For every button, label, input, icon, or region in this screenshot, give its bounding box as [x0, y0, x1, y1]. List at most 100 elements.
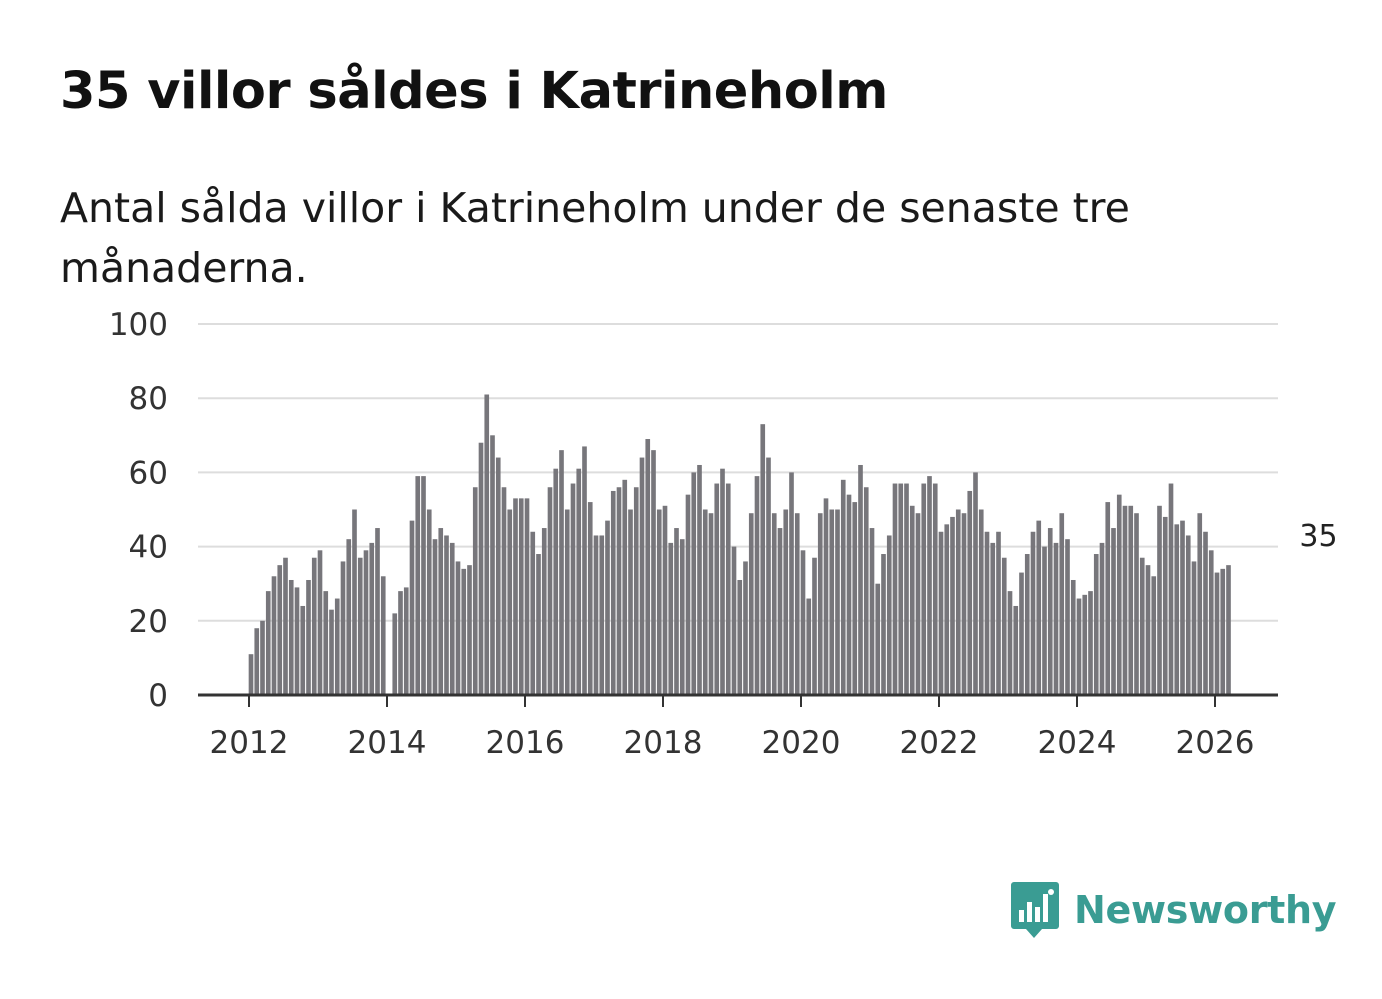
bar [277, 565, 283, 695]
bar [881, 554, 886, 695]
bar [1088, 591, 1093, 695]
bar [852, 502, 858, 695]
bar [530, 531, 536, 695]
bar [622, 479, 628, 695]
bar [863, 487, 869, 695]
bar [449, 542, 455, 695]
x-tick-label: 2024 [1038, 725, 1117, 761]
bar [524, 498, 530, 695]
bar [1122, 505, 1128, 695]
bar [484, 394, 490, 695]
bar [898, 483, 904, 695]
bar [317, 550, 323, 695]
bar [823, 498, 829, 695]
bar [1203, 531, 1208, 695]
bar [495, 457, 501, 695]
bar [996, 531, 1001, 695]
bar [702, 509, 708, 695]
bar [461, 568, 467, 695]
bar [1214, 572, 1220, 695]
newsworthy-logo-icon [1011, 882, 1059, 938]
bar [892, 483, 898, 695]
bar [300, 605, 306, 695]
bar [628, 509, 633, 695]
bar [817, 513, 823, 695]
bar [323, 591, 329, 695]
bar [858, 464, 863, 695]
bar [478, 442, 484, 695]
bar [656, 509, 662, 695]
bar [944, 524, 950, 695]
bar [1013, 605, 1019, 695]
bar [955, 509, 961, 695]
bar [288, 579, 294, 695]
bar [380, 576, 386, 695]
bar [1226, 565, 1231, 695]
bar [1099, 542, 1105, 695]
bars [248, 394, 1231, 695]
bar [444, 535, 449, 695]
bar [1019, 572, 1024, 695]
bar [725, 483, 731, 695]
bar [283, 557, 288, 695]
x-tick-label: 2018 [624, 725, 703, 761]
bar [1197, 513, 1203, 695]
bar [662, 505, 668, 695]
x-tick-label: 2014 [348, 725, 427, 761]
bar [260, 620, 265, 695]
bar [294, 587, 300, 695]
bar [829, 509, 835, 695]
bar [1157, 505, 1162, 695]
bar [1134, 513, 1139, 695]
bar [306, 579, 311, 695]
bar [651, 450, 656, 695]
bar [806, 598, 812, 695]
bar [978, 509, 984, 695]
bar [737, 579, 743, 695]
bar [1162, 516, 1168, 695]
bar [812, 557, 817, 695]
bar [869, 528, 875, 695]
bar [1001, 557, 1007, 695]
brand-name: Newsworthy [1074, 888, 1337, 932]
bar [639, 457, 645, 695]
bar [1208, 550, 1214, 695]
bar [421, 476, 426, 695]
bar [668, 542, 674, 695]
x-tick-label: 2016 [486, 725, 565, 761]
bar [1030, 531, 1036, 695]
bar [409, 520, 415, 695]
bar [587, 502, 593, 695]
bar [426, 509, 432, 695]
bar [685, 494, 691, 695]
bar [352, 509, 357, 695]
bar [357, 557, 363, 695]
bar [674, 528, 679, 695]
bar [1024, 554, 1030, 695]
y-tick-label: 20 [129, 604, 168, 640]
x-tick-label: 2020 [762, 725, 841, 761]
bar [645, 439, 651, 695]
bar [760, 424, 766, 695]
bar [501, 487, 507, 695]
bar [990, 542, 996, 695]
bar [346, 539, 352, 695]
chart-title: 35 villor såldes i Katrineholm [60, 62, 888, 121]
bar [541, 528, 547, 695]
bar [1168, 483, 1174, 695]
brand-logo: Newsworthy [1010, 878, 1337, 942]
bar [754, 476, 760, 695]
bar [1093, 554, 1099, 695]
bar [633, 487, 639, 695]
bar [1139, 557, 1145, 695]
bar [800, 550, 806, 695]
bar [771, 513, 777, 695]
bar [691, 472, 697, 695]
bar [576, 468, 582, 695]
bar [1076, 598, 1082, 695]
bar [1145, 565, 1151, 695]
bar [334, 598, 340, 695]
bar [375, 528, 380, 695]
bar [553, 468, 559, 695]
bar [547, 487, 553, 695]
